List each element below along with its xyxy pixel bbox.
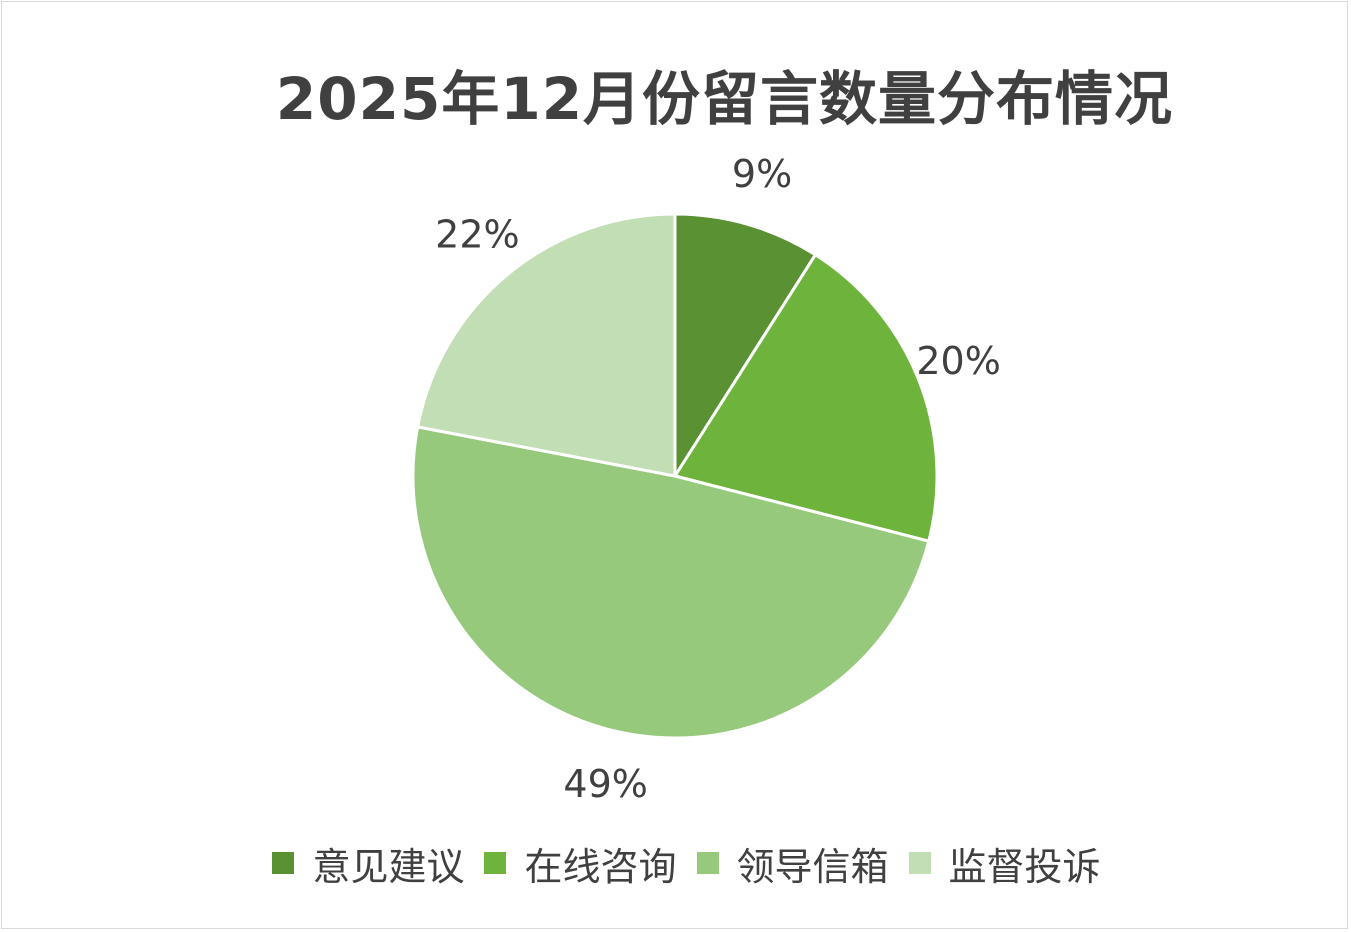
data-label-3: 49% xyxy=(563,762,647,806)
legend-label: 意见建议 xyxy=(312,844,465,889)
legend-label: 监督投诉 xyxy=(948,844,1101,889)
pie-slice-4 xyxy=(415,212,677,478)
pie-slice-2 xyxy=(672,252,939,543)
legend-item-3: 领导信箱 xyxy=(696,836,889,891)
legend-swatch xyxy=(484,852,507,874)
data-labels: 9% 20% 49% 22% xyxy=(435,152,1001,806)
legend-swatch xyxy=(696,852,719,874)
legend-item-2: 在线咨询 xyxy=(484,836,677,891)
legend-item-4: 监督投诉 xyxy=(908,836,1101,891)
legend: 意见建议 在线咨询 领导信箱 监督投诉 xyxy=(0,836,1351,891)
pie-slice-3 xyxy=(411,425,931,740)
legend-label: 领导信箱 xyxy=(736,844,889,889)
pie-slice-1 xyxy=(673,212,818,482)
data-label-4: 22% xyxy=(435,213,519,257)
legend-swatch xyxy=(272,852,295,874)
data-label-2: 20% xyxy=(916,339,1000,383)
pie-slices xyxy=(411,212,939,740)
legend-label: 在线咨询 xyxy=(524,844,677,889)
legend-swatch xyxy=(908,852,931,874)
chart-title: 2025年12月份留言数量分布情况 xyxy=(275,65,1174,133)
data-label-1: 9% xyxy=(732,152,792,196)
legend-item-1: 意见建议 xyxy=(272,836,464,891)
